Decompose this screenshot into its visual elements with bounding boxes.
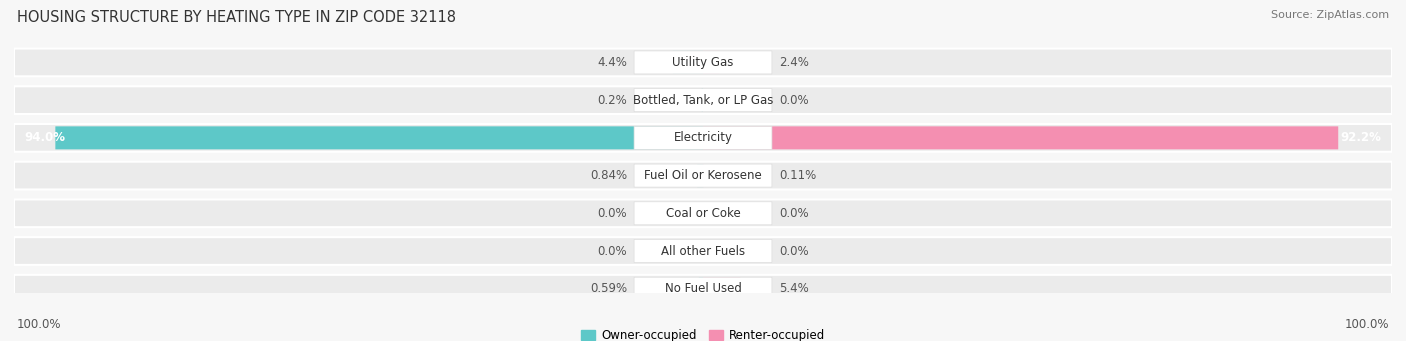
- Text: 92.2%: 92.2%: [1341, 131, 1382, 144]
- FancyBboxPatch shape: [703, 277, 740, 300]
- FancyBboxPatch shape: [634, 164, 772, 187]
- Text: 0.0%: 0.0%: [598, 244, 627, 257]
- FancyBboxPatch shape: [634, 239, 772, 263]
- Text: 4.4%: 4.4%: [598, 56, 627, 69]
- Text: 100.0%: 100.0%: [17, 318, 62, 331]
- Text: 0.0%: 0.0%: [598, 207, 627, 220]
- FancyBboxPatch shape: [14, 48, 1392, 76]
- Text: 0.84%: 0.84%: [591, 169, 627, 182]
- FancyBboxPatch shape: [14, 275, 1392, 302]
- Text: Source: ZipAtlas.com: Source: ZipAtlas.com: [1271, 10, 1389, 20]
- Text: 0.0%: 0.0%: [779, 94, 808, 107]
- Text: Fuel Oil or Kerosene: Fuel Oil or Kerosene: [644, 169, 762, 182]
- Text: 2.4%: 2.4%: [779, 56, 808, 69]
- Text: Bottled, Tank, or LP Gas: Bottled, Tank, or LP Gas: [633, 94, 773, 107]
- Text: Electricity: Electricity: [673, 131, 733, 144]
- Text: 0.0%: 0.0%: [779, 244, 808, 257]
- FancyBboxPatch shape: [14, 162, 1392, 190]
- Text: Utility Gas: Utility Gas: [672, 56, 734, 69]
- FancyBboxPatch shape: [634, 127, 772, 149]
- FancyBboxPatch shape: [14, 124, 1392, 152]
- Text: 0.11%: 0.11%: [779, 169, 815, 182]
- FancyBboxPatch shape: [14, 237, 1392, 265]
- Text: 0.0%: 0.0%: [779, 207, 808, 220]
- FancyBboxPatch shape: [697, 164, 703, 187]
- FancyBboxPatch shape: [634, 51, 772, 74]
- Text: 0.2%: 0.2%: [598, 94, 627, 107]
- Legend: Owner-occupied, Renter-occupied: Owner-occupied, Renter-occupied: [581, 329, 825, 341]
- Text: Coal or Coke: Coal or Coke: [665, 207, 741, 220]
- Text: HOUSING STRUCTURE BY HEATING TYPE IN ZIP CODE 32118: HOUSING STRUCTURE BY HEATING TYPE IN ZIP…: [17, 10, 456, 25]
- Text: All other Fuels: All other Fuels: [661, 244, 745, 257]
- Text: 0.59%: 0.59%: [591, 282, 627, 295]
- FancyBboxPatch shape: [55, 127, 703, 149]
- FancyBboxPatch shape: [702, 89, 703, 112]
- Text: 100.0%: 100.0%: [1344, 318, 1389, 331]
- FancyBboxPatch shape: [634, 277, 772, 300]
- FancyBboxPatch shape: [672, 51, 703, 74]
- FancyBboxPatch shape: [14, 199, 1392, 227]
- Text: 94.0%: 94.0%: [24, 131, 66, 144]
- Text: 5.4%: 5.4%: [779, 282, 808, 295]
- FancyBboxPatch shape: [634, 89, 772, 112]
- Text: No Fuel Used: No Fuel Used: [665, 282, 741, 295]
- FancyBboxPatch shape: [703, 127, 1339, 149]
- FancyBboxPatch shape: [14, 86, 1392, 114]
- FancyBboxPatch shape: [703, 51, 720, 74]
- FancyBboxPatch shape: [699, 277, 703, 300]
- FancyBboxPatch shape: [634, 202, 772, 225]
